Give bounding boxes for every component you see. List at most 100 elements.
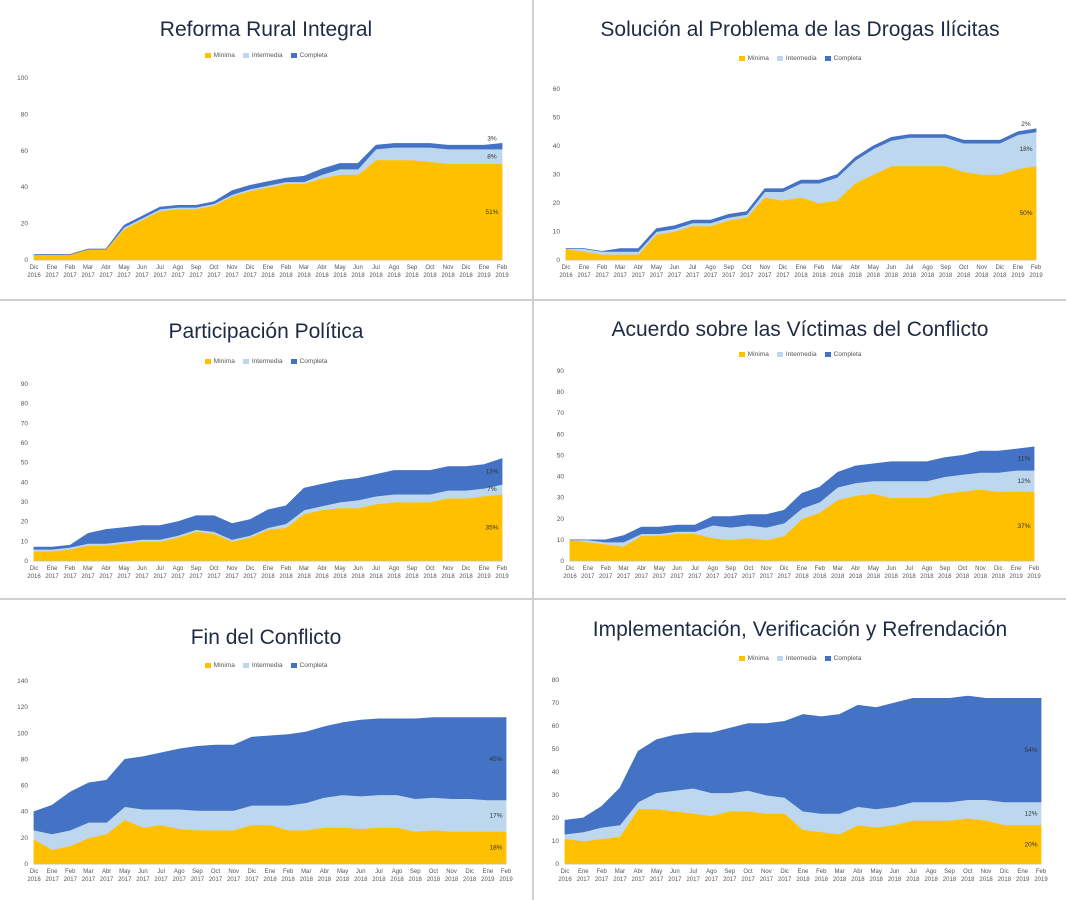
legend-item: Mínima xyxy=(738,55,769,62)
legend-swatch xyxy=(824,351,831,357)
x-tick-label: Mar 2018 xyxy=(830,265,844,279)
percentage-label: 13% xyxy=(485,469,498,476)
chart-panel-3: Participación Política Mínima Intermedia Co… xyxy=(0,301,532,598)
x-tick-label: Sep 2018 xyxy=(409,869,423,883)
x-tick-label: May 2018 xyxy=(867,265,881,279)
y-tick-label: 80 xyxy=(21,111,29,118)
y-tick-label: 80 xyxy=(21,401,29,408)
x-tick-label: Ene 2017 xyxy=(45,265,59,279)
x-tick-label: Feb 2018 xyxy=(812,265,826,279)
x-tick-label: Feb 2017 xyxy=(63,265,77,279)
legend-item: Mínima xyxy=(738,655,769,662)
y-tick-label: 0 xyxy=(560,558,564,565)
x-tick-label: Feb 2018 xyxy=(281,869,295,883)
y-tick-label: 10 xyxy=(21,538,29,545)
x-tick-label: Dic 2018 xyxy=(463,869,477,883)
x-tick-label: Jul 2017 xyxy=(686,869,700,883)
x-tick-label: Jun 2018 xyxy=(885,265,899,279)
x-tick-label: Feb 2019 xyxy=(495,566,509,580)
x-tick-label: Oct 2018 xyxy=(423,265,437,279)
percentage-label: 45% xyxy=(489,756,502,763)
x-tick-label: Mar 2018 xyxy=(297,566,311,580)
x-tick-label: May 2018 xyxy=(870,869,884,883)
x-tick-label: Feb 2017 xyxy=(63,566,77,580)
legend-label: Completa xyxy=(833,55,862,62)
y-tick-label: 80 xyxy=(552,677,560,684)
x-tick-label: Jul 2018 xyxy=(906,869,920,883)
y-tick-label: 40 xyxy=(21,479,29,486)
x-tick-label: May 2018 xyxy=(333,265,347,279)
area-series-3 xyxy=(570,446,1035,543)
chart-title: Participación Política xyxy=(168,320,364,343)
legend-item: Intermedia xyxy=(242,52,283,59)
x-tick-label: Mar 2017 xyxy=(613,869,627,883)
x-tick-label: Jul 2017 xyxy=(153,566,167,580)
percentage-label: 7% xyxy=(487,486,497,493)
x-tick-label: Abr 2018 xyxy=(318,869,332,883)
x-tick-label: Sep 2017 xyxy=(189,265,203,279)
x-tick-label: Feb 2017 xyxy=(595,265,609,279)
x-tick-label: Abr 2017 xyxy=(99,566,113,580)
x-tick-label: Ene 2018 xyxy=(261,566,275,580)
x-tick-label: Feb 2019 xyxy=(499,869,513,883)
legend-label: Intermedia xyxy=(785,351,817,358)
x-tick-label: Jul 2018 xyxy=(902,566,916,580)
y-tick-label: 60 xyxy=(557,431,565,438)
x-tick-label: Sep 2017 xyxy=(723,869,737,883)
chart-panel-4: Acuerdo sobre las Víctimas del Conflicto… xyxy=(534,301,1066,598)
x-tick-label: May 2018 xyxy=(867,566,881,580)
x-tick-label: Sep 2018 xyxy=(939,265,953,279)
y-tick-label: 20 xyxy=(553,200,561,207)
x-tick-label: Sep 2017 xyxy=(189,566,203,580)
x-tick-label: May 2018 xyxy=(336,869,350,883)
x-tick-label: Ago 2018 xyxy=(390,869,404,883)
percentage-label: 17% xyxy=(489,813,502,820)
chart-panel-2: Solución al Problema de las Drogas Ilíci… xyxy=(534,0,1066,299)
legend-label: Mínima xyxy=(747,655,769,662)
x-tick-label: Mar 2017 xyxy=(82,869,96,883)
x-tick-label: Mar 2017 xyxy=(81,265,95,279)
x-tick-label: Ene 2019 xyxy=(1011,265,1025,279)
x-tick-label: Abr 2018 xyxy=(315,566,329,580)
x-tick-label: Oct 2017 xyxy=(209,869,223,883)
x-tick-label: May 2017 xyxy=(117,265,131,279)
chart-legend: Mínima Intermedia Completa xyxy=(534,351,1066,358)
y-tick-label: 50 xyxy=(553,115,561,122)
y-tick-label: 30 xyxy=(553,172,561,179)
x-tick-label: Feb 2019 xyxy=(1029,265,1043,279)
legend-label: Intermedia xyxy=(251,52,283,59)
x-tick-label: Jun 2017 xyxy=(668,869,682,883)
x-tick-label: Jul 2018 xyxy=(369,265,383,279)
legend-item: Intermedia xyxy=(776,55,817,62)
y-tick-label: 80 xyxy=(557,389,565,396)
y-tick-label: 40 xyxy=(21,184,29,191)
x-tick-label: Feb 2019 xyxy=(1034,869,1048,883)
x-tick-label: Feb 2018 xyxy=(813,566,827,580)
legend-item: Completa xyxy=(824,655,861,662)
x-tick-label: Dic 2018 xyxy=(459,265,473,279)
x-tick-label: Abr 2017 xyxy=(632,869,646,883)
x-tick-label: Mar 2018 xyxy=(833,869,847,883)
y-tick-label: 80 xyxy=(21,756,29,763)
x-tick-label: Dic 2017 xyxy=(243,566,257,580)
x-tick-label: Abr 2018 xyxy=(849,265,863,279)
x-tick-label: Feb 2017 xyxy=(64,869,78,883)
x-tick-label: Mar 2018 xyxy=(831,566,845,580)
x-tick-label: Nov 2017 xyxy=(225,265,239,279)
percentage-label: 37% xyxy=(1017,523,1030,530)
legend-item: Completa xyxy=(290,52,327,59)
percentage-label: 12% xyxy=(1024,810,1037,817)
x-tick-label: Dic 2017 xyxy=(243,265,257,279)
legend-item: Intermedia xyxy=(242,662,283,669)
x-tick-label: Ene 2019 xyxy=(477,265,491,279)
x-tick-label: Ago 2018 xyxy=(921,265,935,279)
x-tick-label: Jul 2018 xyxy=(372,869,386,883)
x-tick-label: Oct 2018 xyxy=(423,566,437,580)
x-tick-label: Ene 2019 xyxy=(477,566,491,580)
area-series-3 xyxy=(564,695,1042,835)
x-tick-label: Ago 2018 xyxy=(924,869,938,883)
x-tick-label: Nov 2018 xyxy=(445,869,459,883)
legend-label: Completa xyxy=(833,351,862,358)
x-tick-label: Nov 2018 xyxy=(975,265,989,279)
x-tick-label: Ene 2019 xyxy=(481,869,495,883)
